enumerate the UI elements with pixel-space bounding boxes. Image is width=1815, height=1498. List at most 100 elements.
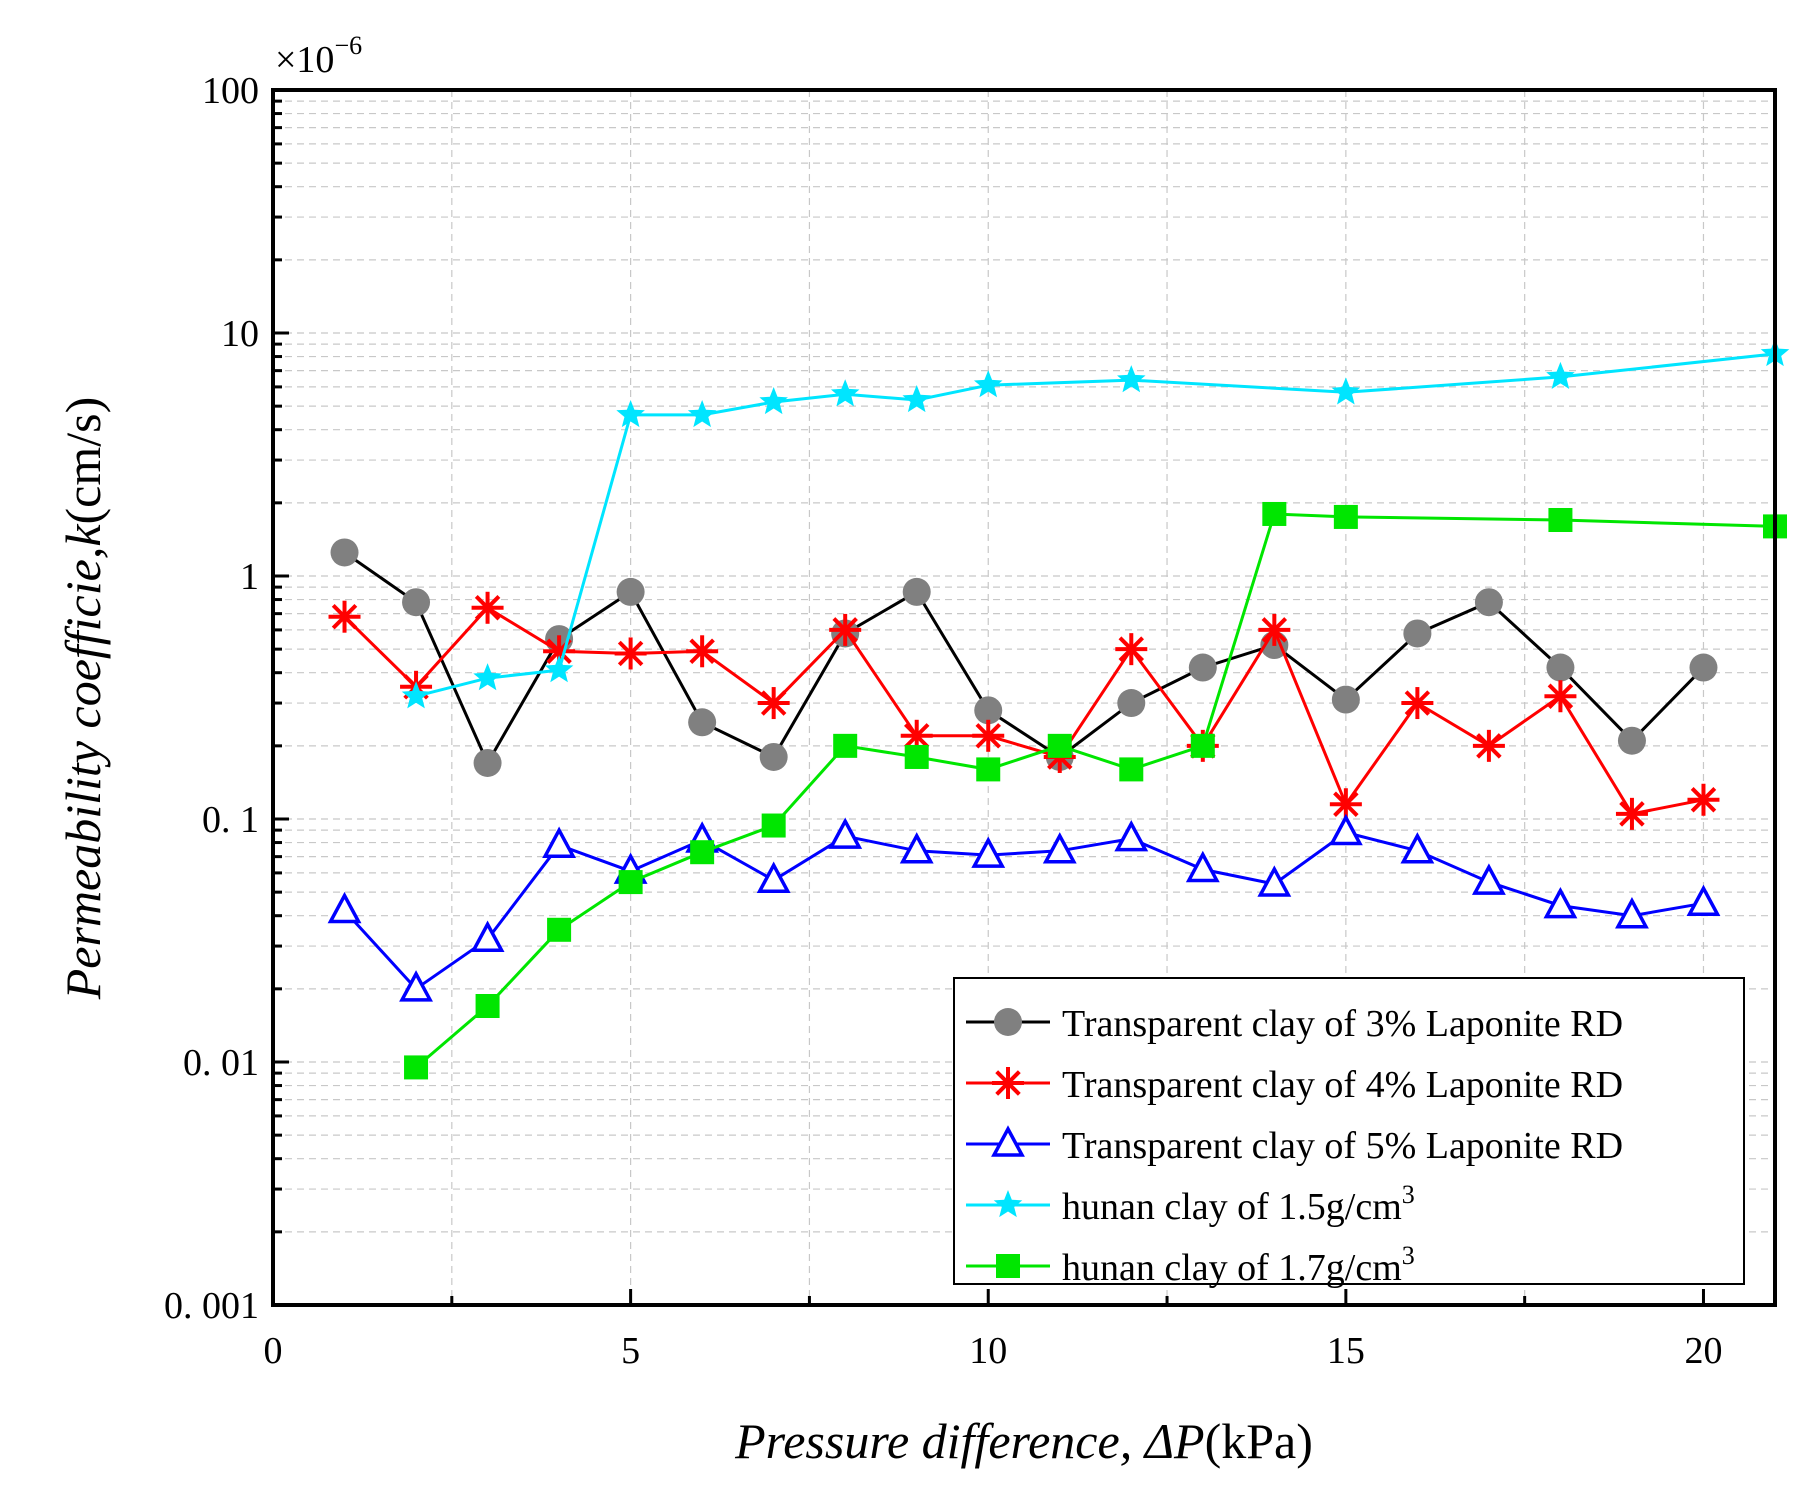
legend-marker [992,1067,1024,1099]
data-point [544,655,574,683]
marker-shape [401,681,431,709]
marker-shape [404,1055,429,1080]
marker-shape [399,970,433,1002]
data-point [475,994,500,1019]
data-point [759,387,788,415]
data-point [1689,653,1718,682]
data-point [1117,365,1146,393]
data-point [471,591,504,624]
data-point [473,663,502,691]
data-point [1117,689,1146,718]
data-point [1115,633,1148,666]
data-point [690,840,715,865]
marker-shape [993,1190,1023,1218]
tick-layer: 0 5 10 15 20 0. 001 0. 01 0. 1 1 10 100 [164,70,1722,1372]
data-point [1546,653,1575,682]
marker-shape [1257,865,1292,897]
marker-shape [1261,617,1288,643]
series-5 [404,501,1787,1080]
marker-shape [618,870,643,895]
x-tick-label: 20 [1684,1330,1722,1372]
marker-shape [1471,863,1506,895]
marker-shape [902,577,931,606]
marker-shape [761,813,786,838]
marker-shape [1117,365,1146,393]
data-point [971,836,1006,868]
marker-shape [547,917,572,942]
legend-item: hunan clay of 1.7g/cm3 [966,1241,1415,1289]
y-tick-label: 10 [221,313,259,355]
data-point [972,719,1005,752]
marker-shape [1262,501,1287,526]
data-point [614,637,647,670]
data-point [401,681,431,709]
data-point [688,708,717,737]
marker-shape [690,840,715,865]
legend-label: hunan clay of 1.7g/cm3 [1062,1241,1415,1289]
data-point [759,742,788,771]
marker-shape [832,617,858,643]
data-point [402,588,431,617]
legend-label: Transparent clay of 5% Laponite RD [1062,1125,1623,1167]
x-tick-label: 10 [969,1330,1007,1372]
legend-item: Transparent clay of 4% Laponite RD [966,1064,1623,1106]
legend-item: Transparent clay of 3% Laponite RD [966,1003,1623,1045]
legend-label: Transparent clay of 4% Laponite RD [1062,1064,1623,1106]
marker-shape [833,733,858,758]
data-point [756,861,791,893]
marker-shape [1042,832,1077,864]
legend-marker [994,1008,1022,1036]
data-point [830,379,860,407]
marker-shape [1331,685,1360,714]
data-point [1544,680,1577,713]
y-multiplier: ×10−6 [275,31,362,81]
data-point [761,813,786,838]
marker-shape [542,826,577,858]
marker-shape [331,603,358,630]
marker-shape [991,1125,1025,1157]
marker-shape [327,891,362,924]
marker-shape [1188,653,1217,682]
marker-shape [473,663,502,691]
data-point [1333,504,1358,529]
legend-item: hunan clay of 1.5g/cm3 [966,1180,1415,1228]
marker-shape [1400,832,1435,864]
marker-shape [1118,636,1145,662]
data-point [1543,886,1578,919]
marker-shape [1119,757,1144,782]
marker-shape [1619,801,1645,827]
data-point [1114,819,1149,852]
marker-shape [996,1254,1020,1278]
marker-shape [1328,813,1363,846]
marker-shape [1190,733,1215,758]
marker-shape [1689,653,1718,682]
data-point [1190,733,1215,758]
data-point [1548,508,1573,533]
marker-shape [974,696,1003,725]
legend-item: Transparent clay of 5% Laponite RD [966,1125,1623,1167]
y-tick-label: 0. 1 [202,799,259,841]
data-point [904,744,929,769]
marker-shape [1333,504,1358,529]
marker-shape [470,920,505,952]
data-point [1119,757,1144,782]
data-point [1258,613,1291,646]
y-tick-label: 100 [202,70,259,112]
marker-shape [1476,733,1502,759]
data-point [404,1055,429,1080]
marker-shape [544,655,574,683]
legend-label: hunan clay of 1.5g/cm3 [1062,1180,1415,1228]
series-layer [327,338,1790,1080]
data-point [1331,685,1360,714]
marker-shape [1185,850,1220,883]
data-point [473,749,502,778]
marker-shape [689,638,715,665]
data-point [1328,813,1363,846]
marker-shape [1615,897,1649,929]
marker-shape [975,723,1001,749]
data-point [1617,726,1646,755]
marker-shape [1404,690,1431,716]
data-point [1400,832,1435,864]
marker-shape [1474,588,1503,617]
legend-marker [993,1190,1023,1218]
